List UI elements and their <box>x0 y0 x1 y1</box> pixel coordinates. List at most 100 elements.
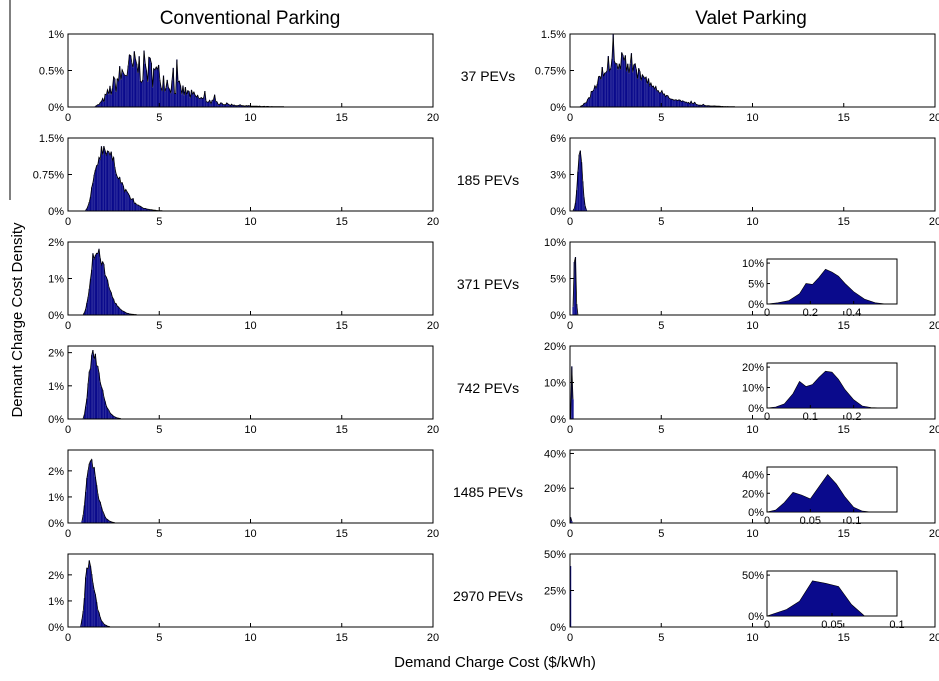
histogram-bar <box>123 186 124 211</box>
histogram-bar <box>91 574 92 627</box>
y-tick-label: 0% <box>550 622 566 634</box>
histogram-bar <box>205 101 206 107</box>
histogram-bar <box>208 102 209 107</box>
axes-frame <box>570 138 935 211</box>
pev-count-label: 185 PEVs <box>457 172 519 188</box>
histogram-bars <box>95 51 285 107</box>
inset-x-tick-label: 0.4 <box>846 307 861 319</box>
histogram-bar <box>184 95 185 107</box>
y-tick-label: 2% <box>48 237 64 249</box>
histogram-bar <box>178 82 179 107</box>
histogram-bars <box>83 350 122 419</box>
x-tick-label: 20 <box>427 528 439 540</box>
histogram-bar <box>141 82 142 107</box>
histogram-bar <box>98 157 99 211</box>
pev-count-label: 742 PEVs <box>457 380 519 396</box>
pev-count-label: 2970 PEVs <box>453 588 523 604</box>
histogram-bars <box>81 459 115 523</box>
x-tick-label: 20 <box>929 632 939 644</box>
x-tick-label: 0 <box>65 424 71 436</box>
y-tick-label: 25% <box>544 586 566 598</box>
x-tick-label: 10 <box>746 112 758 124</box>
x-tick-label: 5 <box>658 216 664 228</box>
inset-x-tick-label: 0.2 <box>803 307 818 319</box>
left-column-title: Conventional Parking <box>160 8 341 29</box>
x-tick-label: 15 <box>838 216 850 228</box>
histogram-bar <box>586 103 587 107</box>
histogram-bar <box>111 95 112 107</box>
histogram-bar <box>633 65 634 107</box>
y-tick-label: 10% <box>544 237 566 249</box>
x-tick-label: 15 <box>336 216 348 228</box>
histogram-bar <box>101 265 102 315</box>
histogram-bar <box>632 72 633 107</box>
y-tick-label: 10% <box>544 378 566 390</box>
histogram-bar <box>136 205 137 211</box>
histogram-bar <box>672 99 673 107</box>
histogram-bar <box>106 155 107 211</box>
y-tick-label: 1% <box>48 596 64 608</box>
histogram-bar <box>572 399 573 419</box>
histogram-bar <box>134 203 135 211</box>
histogram-bar <box>147 82 148 107</box>
histogram-bar <box>100 258 101 315</box>
histogram-bar <box>207 102 208 107</box>
histogram-bar <box>142 80 143 107</box>
histogram-bar <box>192 94 193 107</box>
y-tick-label: 0% <box>48 102 64 114</box>
histogram-bar <box>128 193 129 211</box>
histogram-bar <box>108 94 109 107</box>
histogram-bar <box>677 101 678 107</box>
x-tick-label: 5 <box>156 320 162 332</box>
inset-y-tick-label: 20% <box>742 362 764 374</box>
histogram-bar <box>111 152 112 211</box>
x-tick-label: 0 <box>567 424 573 436</box>
histogram-bar <box>652 87 653 107</box>
x-tick-label: 20 <box>427 424 439 436</box>
histogram-bar <box>175 94 176 107</box>
histogram-bar <box>90 461 91 523</box>
y-tick-label: 0% <box>48 622 64 634</box>
y-tick-label: 2% <box>48 348 64 360</box>
histogram-bar <box>162 91 163 107</box>
y-tick-label: 2% <box>48 466 64 478</box>
y-tick-label: 0% <box>48 414 64 426</box>
histogram-bar <box>87 569 88 627</box>
histogram-bar <box>95 477 96 523</box>
histogram-bar <box>117 306 118 315</box>
y-tick-label: 1.5% <box>39 133 64 145</box>
inset-x-tick-label: 0.1 <box>889 619 904 631</box>
histogram-bar <box>89 464 90 523</box>
histogram-bar <box>637 79 638 107</box>
histogram-bar <box>626 71 627 107</box>
histogram-bar <box>122 183 123 211</box>
histogram-bar <box>190 98 191 107</box>
histogram-bar <box>91 355 92 419</box>
histogram-bar <box>117 177 118 211</box>
histogram-bars <box>85 146 163 211</box>
histogram-bar <box>611 59 612 107</box>
x-tick-label: 0 <box>65 112 71 124</box>
x-tick-label: 0 <box>567 320 573 332</box>
y-tick-label: 0% <box>48 310 64 322</box>
histogram-bar <box>103 102 104 107</box>
histogram-bar <box>659 93 660 107</box>
histogram-bar <box>96 253 97 315</box>
histogram-bar <box>96 366 97 419</box>
histogram-bar <box>94 259 95 315</box>
histogram-bar <box>179 81 180 107</box>
inset-y-tick-label: 0% <box>748 507 764 519</box>
histogram-bar <box>678 100 679 107</box>
histogram-bar <box>649 86 650 107</box>
histogram-bar <box>103 397 104 419</box>
inset-y-tick-label: 20% <box>742 488 764 500</box>
histogram-bar <box>627 64 628 107</box>
